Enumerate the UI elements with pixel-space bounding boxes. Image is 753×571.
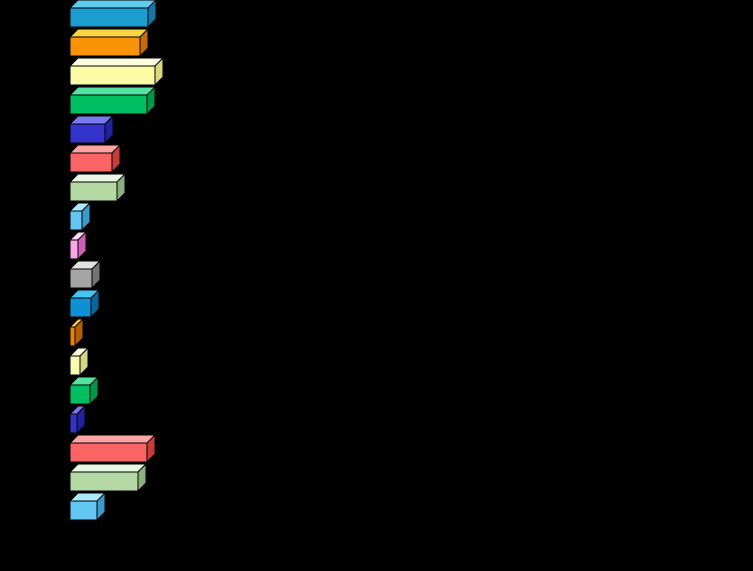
bar-5-front-face [69, 123, 106, 144]
bar-13-front-face [69, 355, 81, 376]
bar-4 [68, 85, 157, 116]
bar-14 [68, 375, 100, 406]
bar-4-top-face [68, 86, 157, 96]
bar-2-front-face [69, 36, 141, 57]
bar-9 [68, 230, 88, 261]
bar-4-front-face [69, 94, 148, 115]
bar-12-front-face [69, 326, 76, 347]
bar-5 [68, 114, 115, 145]
bar-2-top-face [68, 28, 150, 38]
bar-17-front-face [69, 471, 139, 492]
bar-3-top-face [68, 57, 165, 67]
bar-16-top-face [68, 434, 157, 444]
bar-3-front-face [69, 65, 156, 86]
bar-18-front-face [69, 500, 98, 521]
bar-9-front-face [69, 239, 79, 260]
bar-10 [68, 259, 102, 290]
bar-16-front-face [69, 442, 148, 463]
bar-1-front-face [69, 7, 149, 28]
bar-8 [68, 201, 92, 232]
bar-17-top-face [68, 463, 148, 473]
bar-11 [68, 288, 101, 319]
bar-7-front-face [69, 181, 118, 202]
bar-7 [68, 172, 127, 203]
bar-1 [68, 0, 158, 29]
bar-6-front-face [69, 152, 113, 173]
bar-3 [68, 56, 165, 87]
bar-12 [68, 317, 85, 348]
bar-7-top-face [68, 173, 127, 183]
bar-13 [68, 346, 90, 377]
bar-8-front-face [69, 210, 83, 231]
bar-1-top-face [68, 0, 157, 9]
bar-14-front-face [69, 384, 91, 405]
bar-15-front-face [69, 413, 78, 434]
bar-16 [68, 433, 157, 464]
bar-10-front-face [69, 268, 93, 289]
bar-17 [68, 462, 148, 493]
bar-15 [68, 404, 87, 435]
bar-18 [68, 491, 107, 522]
bar-6 [68, 143, 122, 174]
bar-11-front-face [69, 297, 92, 318]
bar-2 [68, 27, 150, 58]
